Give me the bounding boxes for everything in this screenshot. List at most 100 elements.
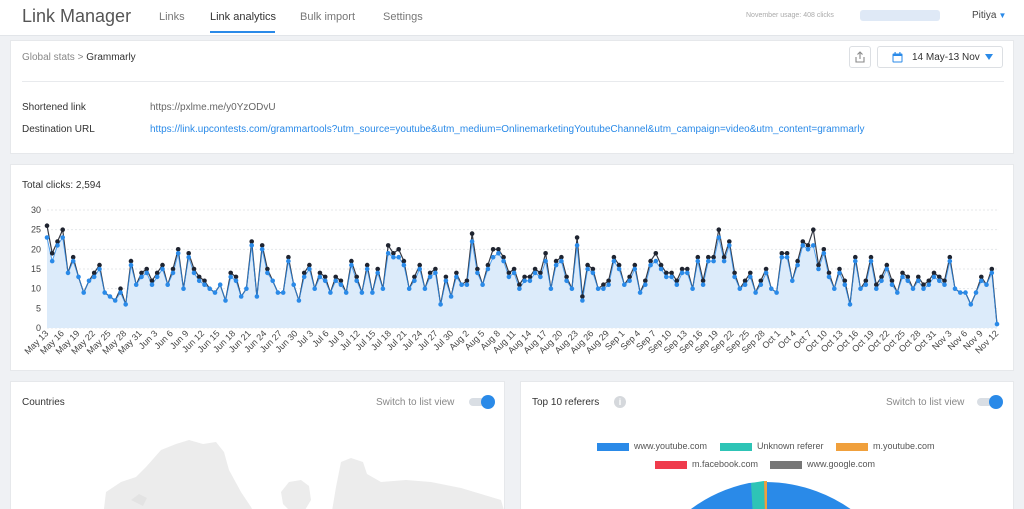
data-point <box>884 266 890 272</box>
data-point <box>653 251 659 256</box>
data-point <box>149 282 155 287</box>
share-button[interactable] <box>849 46 871 68</box>
nav-bulk-import[interactable]: Bulk import <box>300 11 356 23</box>
data-point <box>349 258 354 264</box>
data-point <box>716 235 722 240</box>
legend-www-google[interactable]: www.google.com <box>770 459 875 469</box>
data-point <box>721 254 727 260</box>
date-range-label: 14 May-13 Nov <box>912 52 980 63</box>
data-point <box>931 270 937 276</box>
data-point <box>721 258 727 264</box>
data-point <box>700 282 706 287</box>
data-point <box>532 270 538 276</box>
legend-m-facebook[interactable]: m.facebook.com <box>655 459 758 469</box>
data-point <box>76 274 81 280</box>
data-point <box>811 227 816 232</box>
data-point <box>889 278 895 284</box>
data-point <box>742 278 748 284</box>
data-point <box>475 270 480 276</box>
app-title: Link Manager <box>22 6 132 26</box>
data-point <box>233 274 239 280</box>
data-point <box>501 258 506 264</box>
data-point <box>800 239 806 244</box>
data-point <box>847 302 853 307</box>
countries-list-view-toggle[interactable] <box>469 395 495 409</box>
nav-links[interactable]: Links <box>159 11 185 23</box>
data-point <box>307 266 312 272</box>
user-name: Pitiya <box>972 10 997 21</box>
redacted-account-field <box>860 10 940 21</box>
data-point <box>338 282 344 287</box>
data-point <box>375 270 381 276</box>
data-point <box>238 294 244 299</box>
data-point <box>202 282 207 287</box>
data-point <box>275 290 281 295</box>
nav-settings[interactable]: Settings <box>383 11 423 23</box>
data-point <box>527 274 533 280</box>
data-point <box>454 274 459 280</box>
breadcrumb: Global stats > Grammarly <box>22 52 136 63</box>
data-point <box>837 266 842 272</box>
breadcrumb-parent[interactable]: Global stats <box>22 52 75 63</box>
data-point <box>207 286 212 291</box>
data-point <box>254 294 260 299</box>
legend-www-youtube[interactable]: www.youtube.com <box>597 441 707 451</box>
data-point <box>627 278 632 284</box>
y-tick-label: 0 <box>36 323 41 333</box>
y-tick-label: 20 <box>31 244 41 254</box>
data-point <box>511 270 517 276</box>
data-point <box>469 239 475 244</box>
legend-label: www.google.com <box>807 459 876 469</box>
data-point <box>832 286 837 291</box>
data-point <box>758 282 764 287</box>
data-point <box>139 270 144 276</box>
data-point <box>674 282 680 287</box>
y-tick-label: 25 <box>31 225 41 235</box>
referers-list-view-toggle[interactable] <box>977 395 1003 409</box>
countries-title: Countries <box>22 397 65 408</box>
data-point <box>448 294 454 299</box>
data-point <box>107 294 113 299</box>
y-tick-label: 10 <box>31 284 41 294</box>
legend-m-youtube[interactable]: m.youtube.com <box>836 441 935 451</box>
data-point <box>811 243 816 248</box>
data-point <box>191 270 197 276</box>
countries-card: Countries Switch to list view <box>10 381 505 509</box>
data-point <box>370 290 375 295</box>
data-point <box>86 278 92 284</box>
data-point <box>564 278 569 284</box>
data-point <box>291 282 297 287</box>
data-point <box>973 290 979 295</box>
active-tab-indicator <box>210 31 275 33</box>
data-point <box>553 262 559 268</box>
data-point <box>212 290 218 295</box>
world-map[interactable] <box>11 382 506 509</box>
data-point <box>118 286 123 291</box>
data-point <box>685 266 690 272</box>
destination-url-link[interactable]: https://link.upcontests.com/grammartools… <box>150 124 865 135</box>
user-menu[interactable]: Pitiya ▼ <box>972 10 1006 21</box>
data-point <box>737 286 743 291</box>
info-icon[interactable]: i <box>614 396 626 408</box>
shortened-link-value[interactable]: https://pxlme.me/y0YzODvU <box>150 102 276 113</box>
nav-link-analytics[interactable]: Link analytics <box>210 11 277 23</box>
data-point <box>202 278 207 284</box>
data-point <box>464 282 470 287</box>
data-point <box>181 286 186 291</box>
data-point <box>97 266 102 272</box>
referers-title: Top 10 referers <box>532 397 600 408</box>
data-point <box>622 282 627 287</box>
data-point <box>501 254 506 260</box>
data-point <box>343 290 349 295</box>
data-point <box>139 274 144 280</box>
top-navigation-bar: Link Manager Links Link analytics Bulk i… <box>0 0 1024 36</box>
date-range-picker[interactable]: 14 May-13 Nov <box>877 46 1003 68</box>
data-point <box>853 254 858 260</box>
data-point <box>49 258 55 264</box>
countries-switch-label: Switch to list view <box>376 397 455 408</box>
data-point <box>763 266 769 272</box>
legend-unknown-referer[interactable]: Unknown referer <box>720 441 824 451</box>
data-point <box>517 282 522 287</box>
divider <box>22 81 1004 82</box>
data-point <box>569 286 575 291</box>
